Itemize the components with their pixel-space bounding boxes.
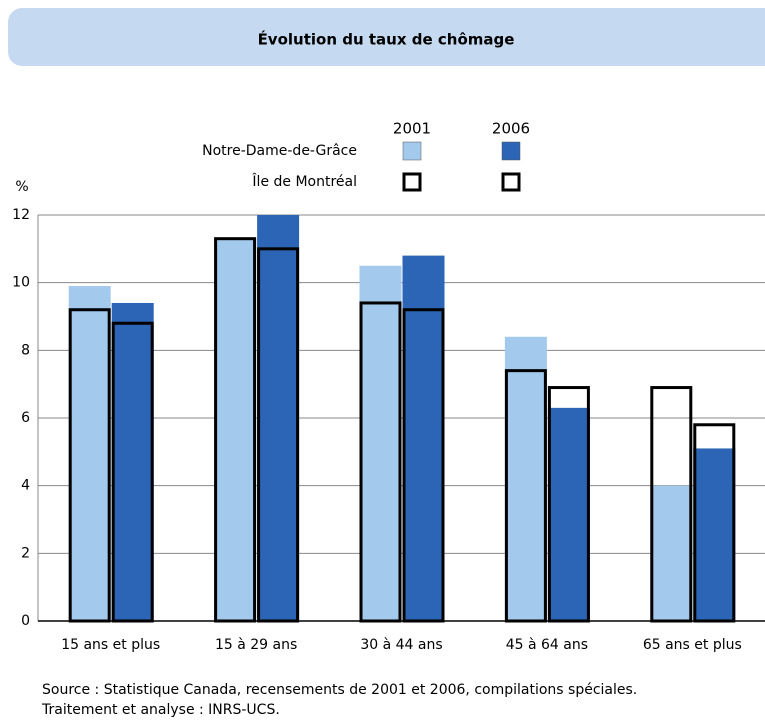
bar [214, 238, 257, 621]
bar [693, 448, 736, 621]
legend-label: Île de Montréal [251, 172, 357, 190]
title-banner [8, 8, 765, 66]
legend-swatch [402, 172, 422, 192]
bar [257, 215, 300, 621]
bar [650, 485, 693, 621]
y-tick-label: 8 [21, 342, 30, 358]
x-tick-label: 65 ans et plus [643, 637, 742, 653]
legend-year: 2006 [492, 120, 530, 138]
bar [504, 336, 547, 621]
x-tick-label: 15 à 29 ans [215, 637, 297, 653]
y-tick-label: 4 [21, 478, 30, 494]
source-note: Source : Statistique Canada, recensement… [42, 682, 637, 698]
bar [402, 255, 445, 621]
legend-swatch [501, 141, 521, 161]
y-axis-label: % [15, 179, 28, 195]
x-tick-label: 30 à 44 ans [360, 637, 442, 653]
legend-label: Notre-Dame-de-Grâce [202, 143, 357, 159]
bar [111, 302, 154, 621]
legend-year: 2001 [393, 120, 431, 138]
credit-note: Traitement et analyse : INRS-UCS. [41, 702, 280, 718]
legend-swatch [501, 172, 521, 192]
bar [68, 286, 111, 621]
bar [547, 407, 590, 621]
x-tick-label: 45 à 64 ans [506, 637, 588, 653]
y-tick-label: 0 [21, 613, 30, 629]
legend-swatch [402, 141, 422, 161]
y-tick-label: 6 [21, 410, 30, 426]
y-tick-label: 2 [21, 545, 30, 561]
x-tick-label: 15 ans et plus [61, 637, 160, 653]
y-tick-label: 12 [12, 207, 30, 223]
bar [359, 265, 402, 621]
chart-title: Évolution du taux de chômage [258, 30, 515, 49]
y-tick-label: 10 [12, 275, 30, 291]
